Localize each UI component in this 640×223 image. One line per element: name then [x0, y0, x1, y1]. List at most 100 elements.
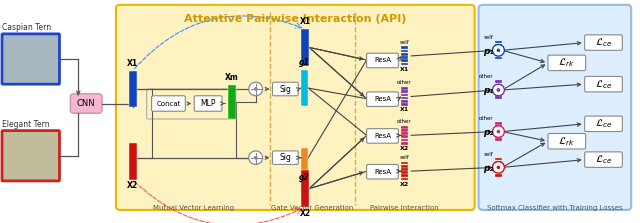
Bar — [401, 178, 408, 180]
Text: Concat: Concat — [156, 101, 180, 107]
Text: other: other — [479, 116, 493, 121]
Bar — [401, 59, 408, 62]
Text: X1: X1 — [399, 107, 409, 112]
Circle shape — [249, 82, 262, 96]
FancyBboxPatch shape — [367, 53, 398, 68]
Text: X2: X2 — [127, 181, 138, 190]
FancyBboxPatch shape — [585, 152, 622, 167]
Bar — [401, 168, 408, 171]
Bar — [495, 128, 502, 131]
Bar — [401, 103, 408, 106]
Bar — [301, 170, 309, 207]
Bar — [401, 53, 408, 56]
Circle shape — [497, 89, 500, 91]
Bar — [401, 174, 408, 177]
FancyBboxPatch shape — [116, 5, 475, 210]
FancyBboxPatch shape — [367, 129, 398, 143]
Text: $\mathcal{L}_{rk}$: $\mathcal{L}_{rk}$ — [559, 135, 575, 148]
Text: g1: g1 — [299, 58, 310, 67]
FancyBboxPatch shape — [548, 134, 586, 149]
Text: Xm: Xm — [225, 73, 239, 82]
Text: X2: X2 — [300, 209, 311, 218]
Text: g2: g2 — [299, 173, 310, 182]
Text: ResA: ResA — [374, 169, 391, 175]
Text: Softmax Classifier with Training Losses: Softmax Classifier with Training Losses — [487, 205, 623, 211]
Circle shape — [497, 130, 500, 133]
FancyBboxPatch shape — [273, 82, 298, 96]
FancyBboxPatch shape — [585, 35, 622, 50]
Text: ResA: ResA — [374, 133, 391, 139]
Bar — [495, 80, 502, 83]
Bar — [495, 167, 502, 170]
Bar — [401, 129, 408, 132]
FancyBboxPatch shape — [479, 5, 631, 210]
Bar — [495, 54, 502, 56]
Text: X2: X2 — [399, 146, 409, 151]
Circle shape — [497, 49, 500, 52]
Bar — [495, 57, 502, 60]
Text: self: self — [399, 155, 409, 160]
Text: other: other — [479, 74, 493, 79]
Text: MLP: MLP — [200, 99, 216, 108]
Bar — [401, 161, 408, 164]
FancyBboxPatch shape — [2, 131, 60, 181]
Bar — [129, 143, 137, 180]
Bar — [301, 70, 308, 106]
Text: X1: X1 — [399, 67, 409, 72]
FancyBboxPatch shape — [273, 151, 298, 164]
FancyBboxPatch shape — [70, 94, 102, 113]
Text: p₁: p₁ — [483, 47, 493, 56]
Circle shape — [493, 161, 504, 173]
Bar — [401, 56, 408, 59]
Bar — [495, 164, 502, 167]
Bar — [495, 161, 502, 164]
Bar — [495, 132, 502, 134]
Text: Sig: Sig — [280, 153, 291, 162]
Bar — [401, 171, 408, 174]
Circle shape — [254, 156, 257, 159]
Text: X1: X1 — [300, 17, 311, 26]
Text: $\mathcal{L}_{ce}$: $\mathcal{L}_{ce}$ — [595, 118, 612, 130]
Bar — [129, 71, 137, 107]
Text: CNN: CNN — [77, 99, 95, 108]
Bar — [301, 29, 309, 66]
Circle shape — [249, 151, 262, 164]
FancyBboxPatch shape — [585, 76, 622, 92]
FancyBboxPatch shape — [548, 55, 586, 71]
Bar — [495, 84, 502, 86]
Bar — [495, 44, 502, 47]
Bar — [401, 87, 408, 90]
Bar — [495, 135, 502, 138]
Text: ResA: ResA — [374, 58, 391, 64]
Circle shape — [493, 126, 504, 137]
Text: self: self — [484, 35, 493, 40]
Text: other: other — [397, 80, 412, 85]
FancyBboxPatch shape — [367, 164, 398, 179]
Bar — [495, 122, 502, 125]
FancyBboxPatch shape — [2, 34, 60, 84]
Circle shape — [497, 166, 500, 169]
Bar — [401, 165, 408, 167]
Bar — [495, 47, 502, 50]
Text: $\mathcal{L}_{ce}$: $\mathcal{L}_{ce}$ — [595, 36, 612, 49]
Text: p₂: p₂ — [483, 164, 493, 173]
Text: $\mathcal{L}_{ce}$: $\mathcal{L}_{ce}$ — [595, 78, 612, 91]
Bar — [495, 125, 502, 128]
Text: self: self — [399, 39, 409, 45]
Text: Mutual Vector Learning: Mutual Vector Learning — [153, 205, 234, 211]
Bar — [495, 158, 502, 160]
Text: Attentive Pairwise Interaction (API): Attentive Pairwise Interaction (API) — [184, 14, 406, 24]
Text: p₁: p₁ — [483, 87, 493, 95]
Text: Pairwise Interaction: Pairwise Interaction — [370, 205, 438, 211]
Text: other: other — [397, 119, 412, 124]
Text: Sig: Sig — [280, 85, 291, 93]
Circle shape — [493, 45, 504, 56]
Text: X1: X1 — [127, 59, 138, 68]
Bar — [495, 50, 502, 53]
Bar — [401, 132, 408, 135]
Bar — [301, 148, 308, 171]
Bar — [401, 63, 408, 65]
Bar — [401, 142, 408, 145]
Bar — [495, 41, 502, 43]
Text: $\mathcal{L}_{ce}$: $\mathcal{L}_{ce}$ — [595, 153, 612, 166]
